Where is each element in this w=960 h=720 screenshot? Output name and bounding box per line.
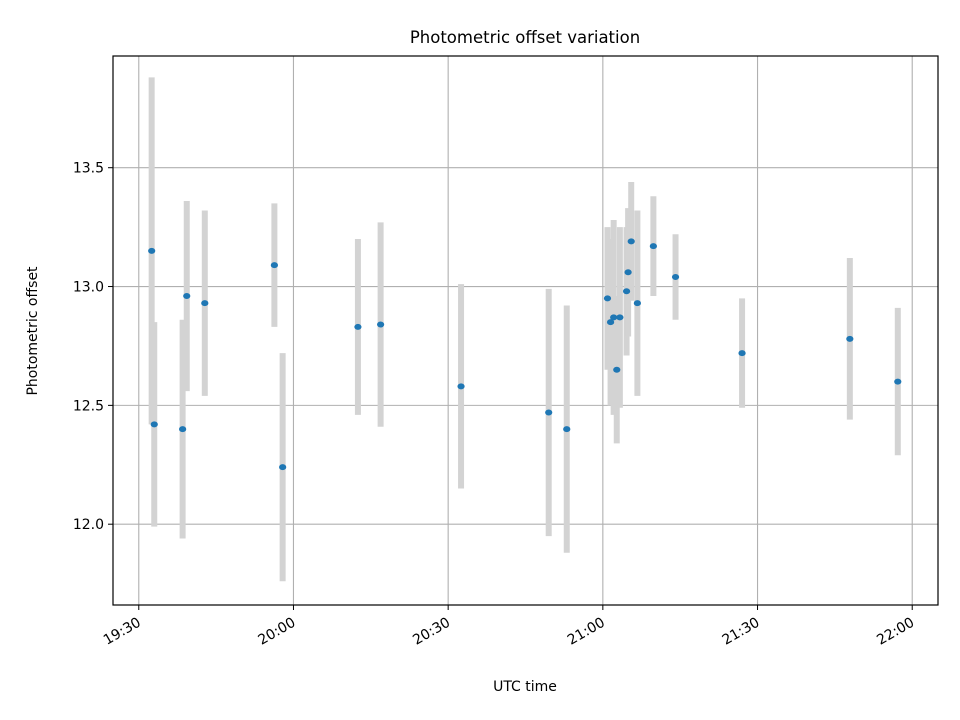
data-point (457, 383, 465, 390)
data-point (150, 421, 158, 428)
data-point (179, 426, 187, 433)
data-point (616, 314, 624, 321)
data-point (671, 274, 680, 281)
data-point (148, 247, 156, 254)
data-point (846, 335, 854, 342)
x-tick-label: 20:00 (256, 615, 299, 649)
y-tick-label: 13.5 (73, 161, 104, 177)
data-point (545, 409, 553, 416)
y-tick-label: 13.0 (73, 280, 104, 296)
data-point (377, 321, 385, 328)
data-point (627, 238, 635, 245)
x-tick-label: 21:00 (565, 615, 608, 649)
data-point (354, 323, 362, 330)
x-tick-label: 22:00 (874, 615, 917, 649)
data-point (201, 300, 209, 307)
data-point (613, 366, 621, 373)
data-point (270, 262, 278, 269)
data-points (148, 238, 902, 471)
x-tick-label: 21:30 (720, 615, 763, 649)
x-tick-label: 20:30 (410, 615, 453, 649)
x-tick-label: 19:30 (101, 615, 144, 649)
data-point (649, 243, 657, 250)
data-point (606, 319, 615, 326)
data-point (563, 426, 571, 433)
chart-title: Photometric offset variation (410, 28, 640, 47)
data-point (633, 300, 641, 307)
data-point (610, 314, 618, 321)
y-tick-label: 12.5 (73, 398, 104, 414)
data-point (738, 350, 746, 357)
data-point (279, 464, 287, 471)
data-point (894, 378, 902, 385)
data-point (624, 269, 632, 276)
y-axis-label: Photometric offset (25, 266, 41, 396)
x-axis-label: UTC time (493, 679, 557, 695)
data-point (622, 288, 631, 295)
grid-lines (113, 56, 938, 605)
y-tick-label: 12.0 (73, 517, 104, 533)
data-point (183, 293, 191, 300)
plot-frame (112, 55, 939, 606)
data-point (603, 295, 612, 302)
axis-ticks: 19:30 20:00 20:30 21:00 21:30 22:00 12.0 12.5 13… (73, 161, 917, 649)
error-bars (148, 77, 901, 582)
